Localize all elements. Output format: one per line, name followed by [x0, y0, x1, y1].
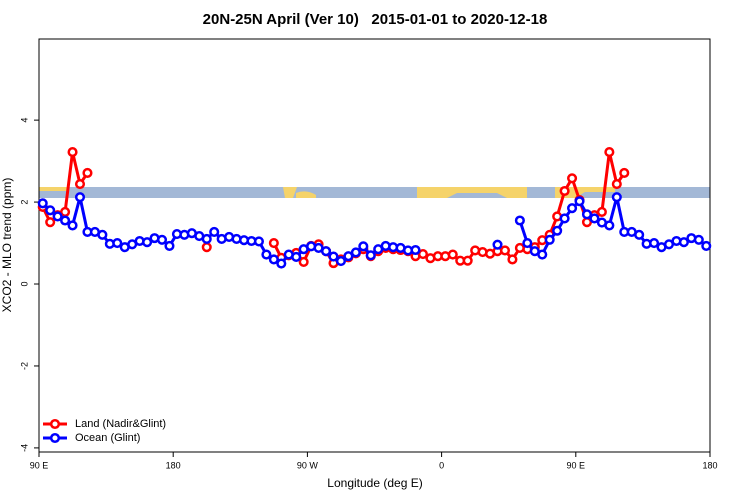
data-point — [567, 173, 578, 184]
data-point — [507, 254, 518, 265]
data-point — [417, 249, 429, 260]
data-point — [499, 245, 511, 256]
data-point — [567, 203, 578, 214]
data-point — [410, 244, 421, 256]
data-point — [82, 167, 93, 179]
data-point — [164, 240, 175, 251]
data-point — [253, 236, 264, 247]
data-point — [112, 237, 123, 249]
data-point — [268, 254, 279, 265]
strip-land — [39, 187, 615, 198]
data-point — [559, 185, 570, 197]
x-tick-label: 180 — [166, 460, 181, 470]
x-tick-label: 90 E — [567, 460, 586, 470]
legend-marker — [49, 432, 61, 444]
x-tick-label: 180 — [702, 460, 717, 470]
data-point — [589, 213, 600, 224]
y-axis-label: XCO2 - MLO trend (ppm) — [0, 178, 14, 313]
data-point — [261, 249, 272, 260]
data-point — [268, 237, 279, 249]
y-tick-label: -4 — [19, 444, 29, 452]
y-tick-label: 0 — [19, 282, 29, 287]
data-point — [552, 225, 563, 236]
data-point — [335, 256, 347, 267]
data-point — [67, 147, 78, 158]
data-point — [156, 234, 168, 245]
legend-label: Ocean (Glint) — [75, 432, 140, 444]
data-point — [619, 167, 630, 179]
data-point — [514, 215, 525, 226]
data-point — [74, 192, 86, 203]
data-point — [60, 206, 71, 217]
data-point — [604, 220, 615, 231]
data-point — [634, 229, 645, 240]
data-point — [343, 251, 354, 262]
data-point — [291, 251, 302, 263]
y-tick-label: 4 — [19, 118, 29, 123]
data-point — [492, 239, 503, 250]
data-point — [447, 249, 458, 260]
data-point — [581, 209, 593, 220]
data-point — [52, 211, 63, 222]
x-tick-label: 90 E — [30, 460, 49, 470]
data-point — [678, 237, 689, 248]
data-point — [67, 220, 78, 231]
data-point — [328, 251, 339, 262]
data-point — [97, 229, 108, 240]
legend-marker — [49, 418, 61, 430]
data-point — [298, 256, 309, 267]
data-point — [358, 241, 369, 252]
data-point — [701, 240, 712, 251]
x-tick-label: 90 W — [297, 460, 319, 470]
data-point — [142, 237, 153, 248]
data-point — [37, 198, 48, 209]
data-point — [45, 205, 56, 216]
data-point — [604, 147, 615, 158]
data-point — [574, 196, 585, 207]
data-point — [693, 234, 704, 245]
data-point — [462, 255, 473, 266]
data-point — [320, 246, 332, 257]
data-point — [209, 226, 220, 238]
y-tick-label: 2 — [19, 200, 29, 205]
data-point — [74, 178, 86, 190]
data-point — [201, 242, 212, 253]
chart-title: 20N-25N April (Ver 10) 2015-01-01 to 202… — [203, 11, 548, 28]
x-tick-label: 0 — [439, 460, 444, 470]
data-point — [201, 233, 212, 244]
strip-ocean — [39, 187, 710, 198]
y-tick-label: -2 — [19, 362, 29, 370]
map-strip — [39, 187, 710, 198]
data-point — [596, 206, 607, 217]
x-axis-label: Longitude (deg E) — [327, 476, 422, 490]
data-point — [649, 237, 660, 249]
data-point — [365, 250, 376, 261]
data-point — [537, 249, 548, 260]
data-point — [559, 213, 570, 224]
data-point — [611, 178, 622, 190]
data-point — [522, 237, 533, 249]
legend-label: Land (Nadir&Glint) — [75, 418, 166, 430]
data-point — [60, 215, 71, 226]
data-point — [611, 192, 622, 203]
data-point — [350, 247, 361, 258]
data-point — [45, 217, 56, 228]
data-point — [276, 258, 287, 269]
data-point — [544, 234, 555, 245]
